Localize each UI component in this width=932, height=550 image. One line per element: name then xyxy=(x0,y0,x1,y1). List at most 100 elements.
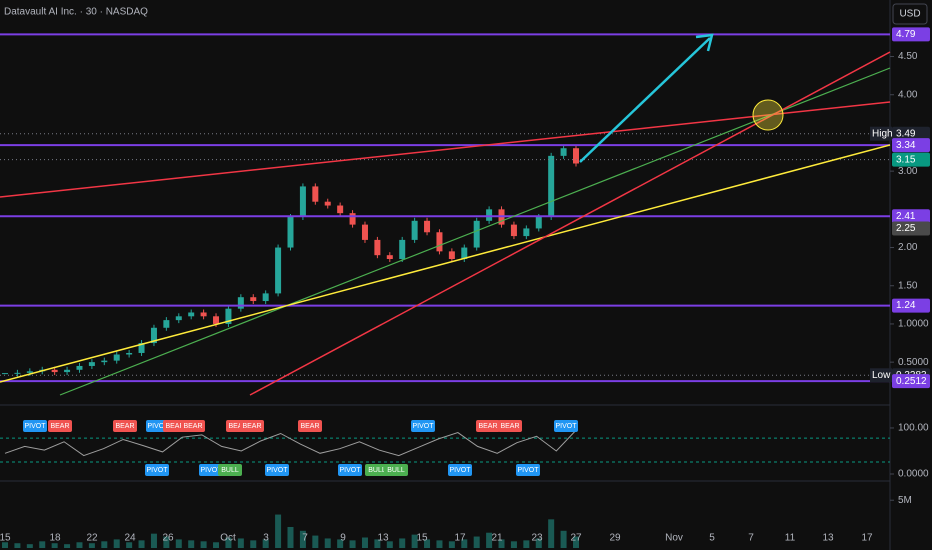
x-tick-label: 15 xyxy=(0,533,11,544)
volume-bar xyxy=(573,536,579,548)
x-tick-label: 17 xyxy=(861,533,873,544)
signal-label-box xyxy=(181,420,205,432)
signal-label: PIVOT xyxy=(517,467,539,474)
volume-bar xyxy=(64,544,71,548)
signal-label-box xyxy=(411,420,435,432)
signal-label: BEAR xyxy=(165,423,184,430)
signal-label-box xyxy=(265,464,289,476)
price-tag-label: 1.24 xyxy=(896,300,916,311)
volume-bar xyxy=(188,540,195,548)
candle xyxy=(262,293,269,302)
signal-label: BEAR xyxy=(500,423,519,430)
signal-label-box xyxy=(23,420,47,432)
candle xyxy=(163,320,170,328)
candle xyxy=(175,316,182,321)
price-tag-label: 0.2512 xyxy=(896,376,927,387)
candle xyxy=(14,372,21,374)
x-tick-label: Oct xyxy=(220,533,236,544)
x-tick-label: 9 xyxy=(340,533,346,544)
volume-bar xyxy=(237,538,244,548)
candle xyxy=(126,352,133,355)
y-tick-label: 0.5000 xyxy=(898,357,929,368)
candle xyxy=(448,251,455,260)
price-tag-name: High xyxy=(872,128,893,139)
candle xyxy=(138,343,145,353)
x-tick-label: 13 xyxy=(377,533,389,544)
price-tag-label: 2.25 xyxy=(896,223,916,234)
volume-bar xyxy=(374,539,381,548)
volume-bar xyxy=(101,541,108,548)
oscillator-line xyxy=(4,429,577,457)
volume-bar xyxy=(51,543,58,548)
x-tick-label: 17 xyxy=(454,533,466,544)
volume-bar xyxy=(88,543,95,548)
signal-label: PIVOT xyxy=(449,467,471,474)
price-tag xyxy=(892,27,930,42)
y-tick-label: 0.0000 xyxy=(898,469,929,480)
y-tick-label: 4.00 xyxy=(898,89,918,100)
candle xyxy=(287,216,294,248)
signal-label: BEAR xyxy=(50,423,69,430)
drawings xyxy=(0,33,891,396)
x-tick-label: 26 xyxy=(162,533,174,544)
volume-bar xyxy=(250,540,257,548)
candle xyxy=(535,216,542,229)
signal-label-box xyxy=(365,464,389,476)
candle xyxy=(324,201,331,206)
signal-label-box xyxy=(338,464,362,476)
volume-bar xyxy=(126,542,133,548)
volume-bar xyxy=(26,544,33,548)
volume-bar xyxy=(2,542,8,548)
volume-bar xyxy=(411,534,418,548)
volume-bar xyxy=(473,536,480,548)
candle xyxy=(51,369,58,373)
trendline xyxy=(0,101,891,198)
volume-bar xyxy=(424,539,431,548)
volume-bar xyxy=(14,543,21,548)
volume-bar xyxy=(399,538,406,548)
x-tick-label: 23 xyxy=(531,533,543,544)
signal-label: BEAR xyxy=(300,423,319,430)
volume-bar xyxy=(510,541,517,548)
volume-bar xyxy=(560,530,567,548)
x-tick-label: 24 xyxy=(124,533,136,544)
trendline xyxy=(0,144,891,383)
signal-label-box xyxy=(199,464,223,476)
x-tick-label: 11 xyxy=(785,533,796,544)
price-tag-name-box xyxy=(870,126,892,141)
candle xyxy=(225,308,232,324)
volume-bar xyxy=(113,539,120,548)
volume-bar xyxy=(39,541,46,548)
signal-label-box xyxy=(448,464,472,476)
signal-label: PIVOT xyxy=(555,423,577,430)
volume-bar xyxy=(436,540,443,548)
volume-bar xyxy=(349,540,356,548)
signal-label: BEAR xyxy=(115,423,134,430)
candle xyxy=(88,362,95,366)
signal-label-box xyxy=(145,464,169,476)
currency[interactable]: USD xyxy=(899,9,920,20)
signal-label: BULL xyxy=(368,467,386,474)
volume-bar xyxy=(386,541,393,548)
volume-bar xyxy=(76,542,83,548)
candle xyxy=(548,155,555,217)
x-tick-label: 7 xyxy=(748,533,754,544)
x-tick-label: 21 xyxy=(491,533,503,544)
candle xyxy=(436,232,443,252)
candle xyxy=(299,186,306,217)
candle xyxy=(76,365,83,370)
volume-bar xyxy=(486,532,493,548)
x-tick-label: 29 xyxy=(609,533,621,544)
signal-label-box xyxy=(476,420,500,432)
y-tick-label: 1.50 xyxy=(898,280,918,291)
signal-label-box xyxy=(113,420,137,432)
price-tag-label: 3.34 xyxy=(896,140,916,151)
price-tag-label: 3.15 xyxy=(896,154,916,165)
currency-button[interactable] xyxy=(892,3,928,25)
signal-label: BEAR xyxy=(183,423,202,430)
trendline xyxy=(59,67,891,396)
volume-bar xyxy=(535,538,542,548)
candle xyxy=(275,247,282,294)
chart-title: Datavault AI Inc. · 30 · NASDAQ xyxy=(4,7,148,18)
signal-label-box xyxy=(218,464,242,476)
